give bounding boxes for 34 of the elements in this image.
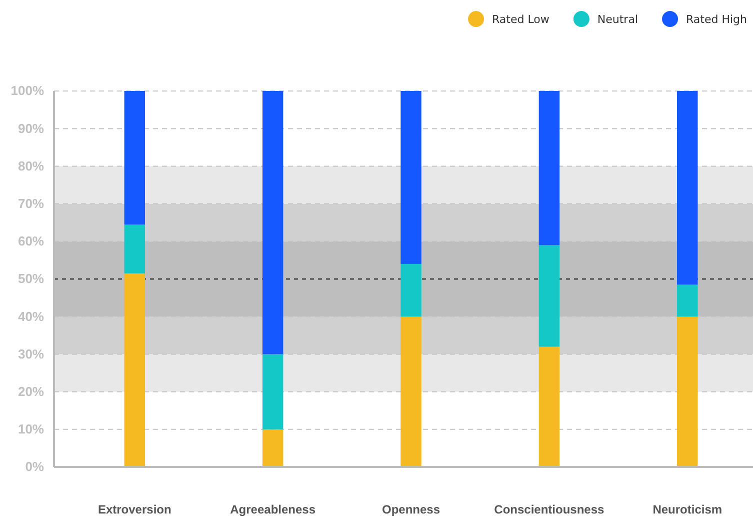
y-tick-label: 40% (18, 308, 44, 324)
bar (538, 245, 560, 347)
bar (400, 264, 422, 317)
bar (677, 284, 698, 317)
legend-label: Rated High (686, 13, 748, 26)
bar (400, 316, 422, 467)
x-tick-label: Conscientiousness (494, 502, 605, 517)
bar (538, 346, 560, 467)
y-tick-label: 10% (18, 422, 44, 437)
bar (262, 354, 284, 430)
bar (124, 91, 145, 224)
bar (124, 224, 145, 274)
bar (677, 316, 698, 467)
bar (262, 429, 284, 467)
y-tick-label: 70% (18, 196, 44, 211)
bar (262, 91, 284, 354)
y-tick-label: 30% (18, 346, 44, 362)
legend-label: Neutral (597, 13, 638, 26)
y-tick-label: 90% (18, 120, 44, 136)
legend-label: Rated Low (492, 13, 550, 26)
x-tick-label: Neuroticism (652, 502, 722, 517)
y-tick-label: 80% (18, 158, 44, 174)
y-tick-label: 100% (10, 83, 44, 98)
y-tick-label: 0% (25, 459, 44, 474)
bar (677, 91, 698, 285)
x-tick-label: Agreeableness (230, 502, 316, 517)
x-tick-label: Openness (382, 502, 440, 517)
bar (538, 91, 560, 246)
x-tick-label: Extroversion (98, 502, 172, 517)
bar (124, 273, 145, 467)
y-tick-label: 20% (18, 384, 44, 399)
y-tick-label: 60% (18, 234, 44, 249)
bar (400, 91, 422, 264)
y-tick-label: 50% (18, 271, 44, 286)
